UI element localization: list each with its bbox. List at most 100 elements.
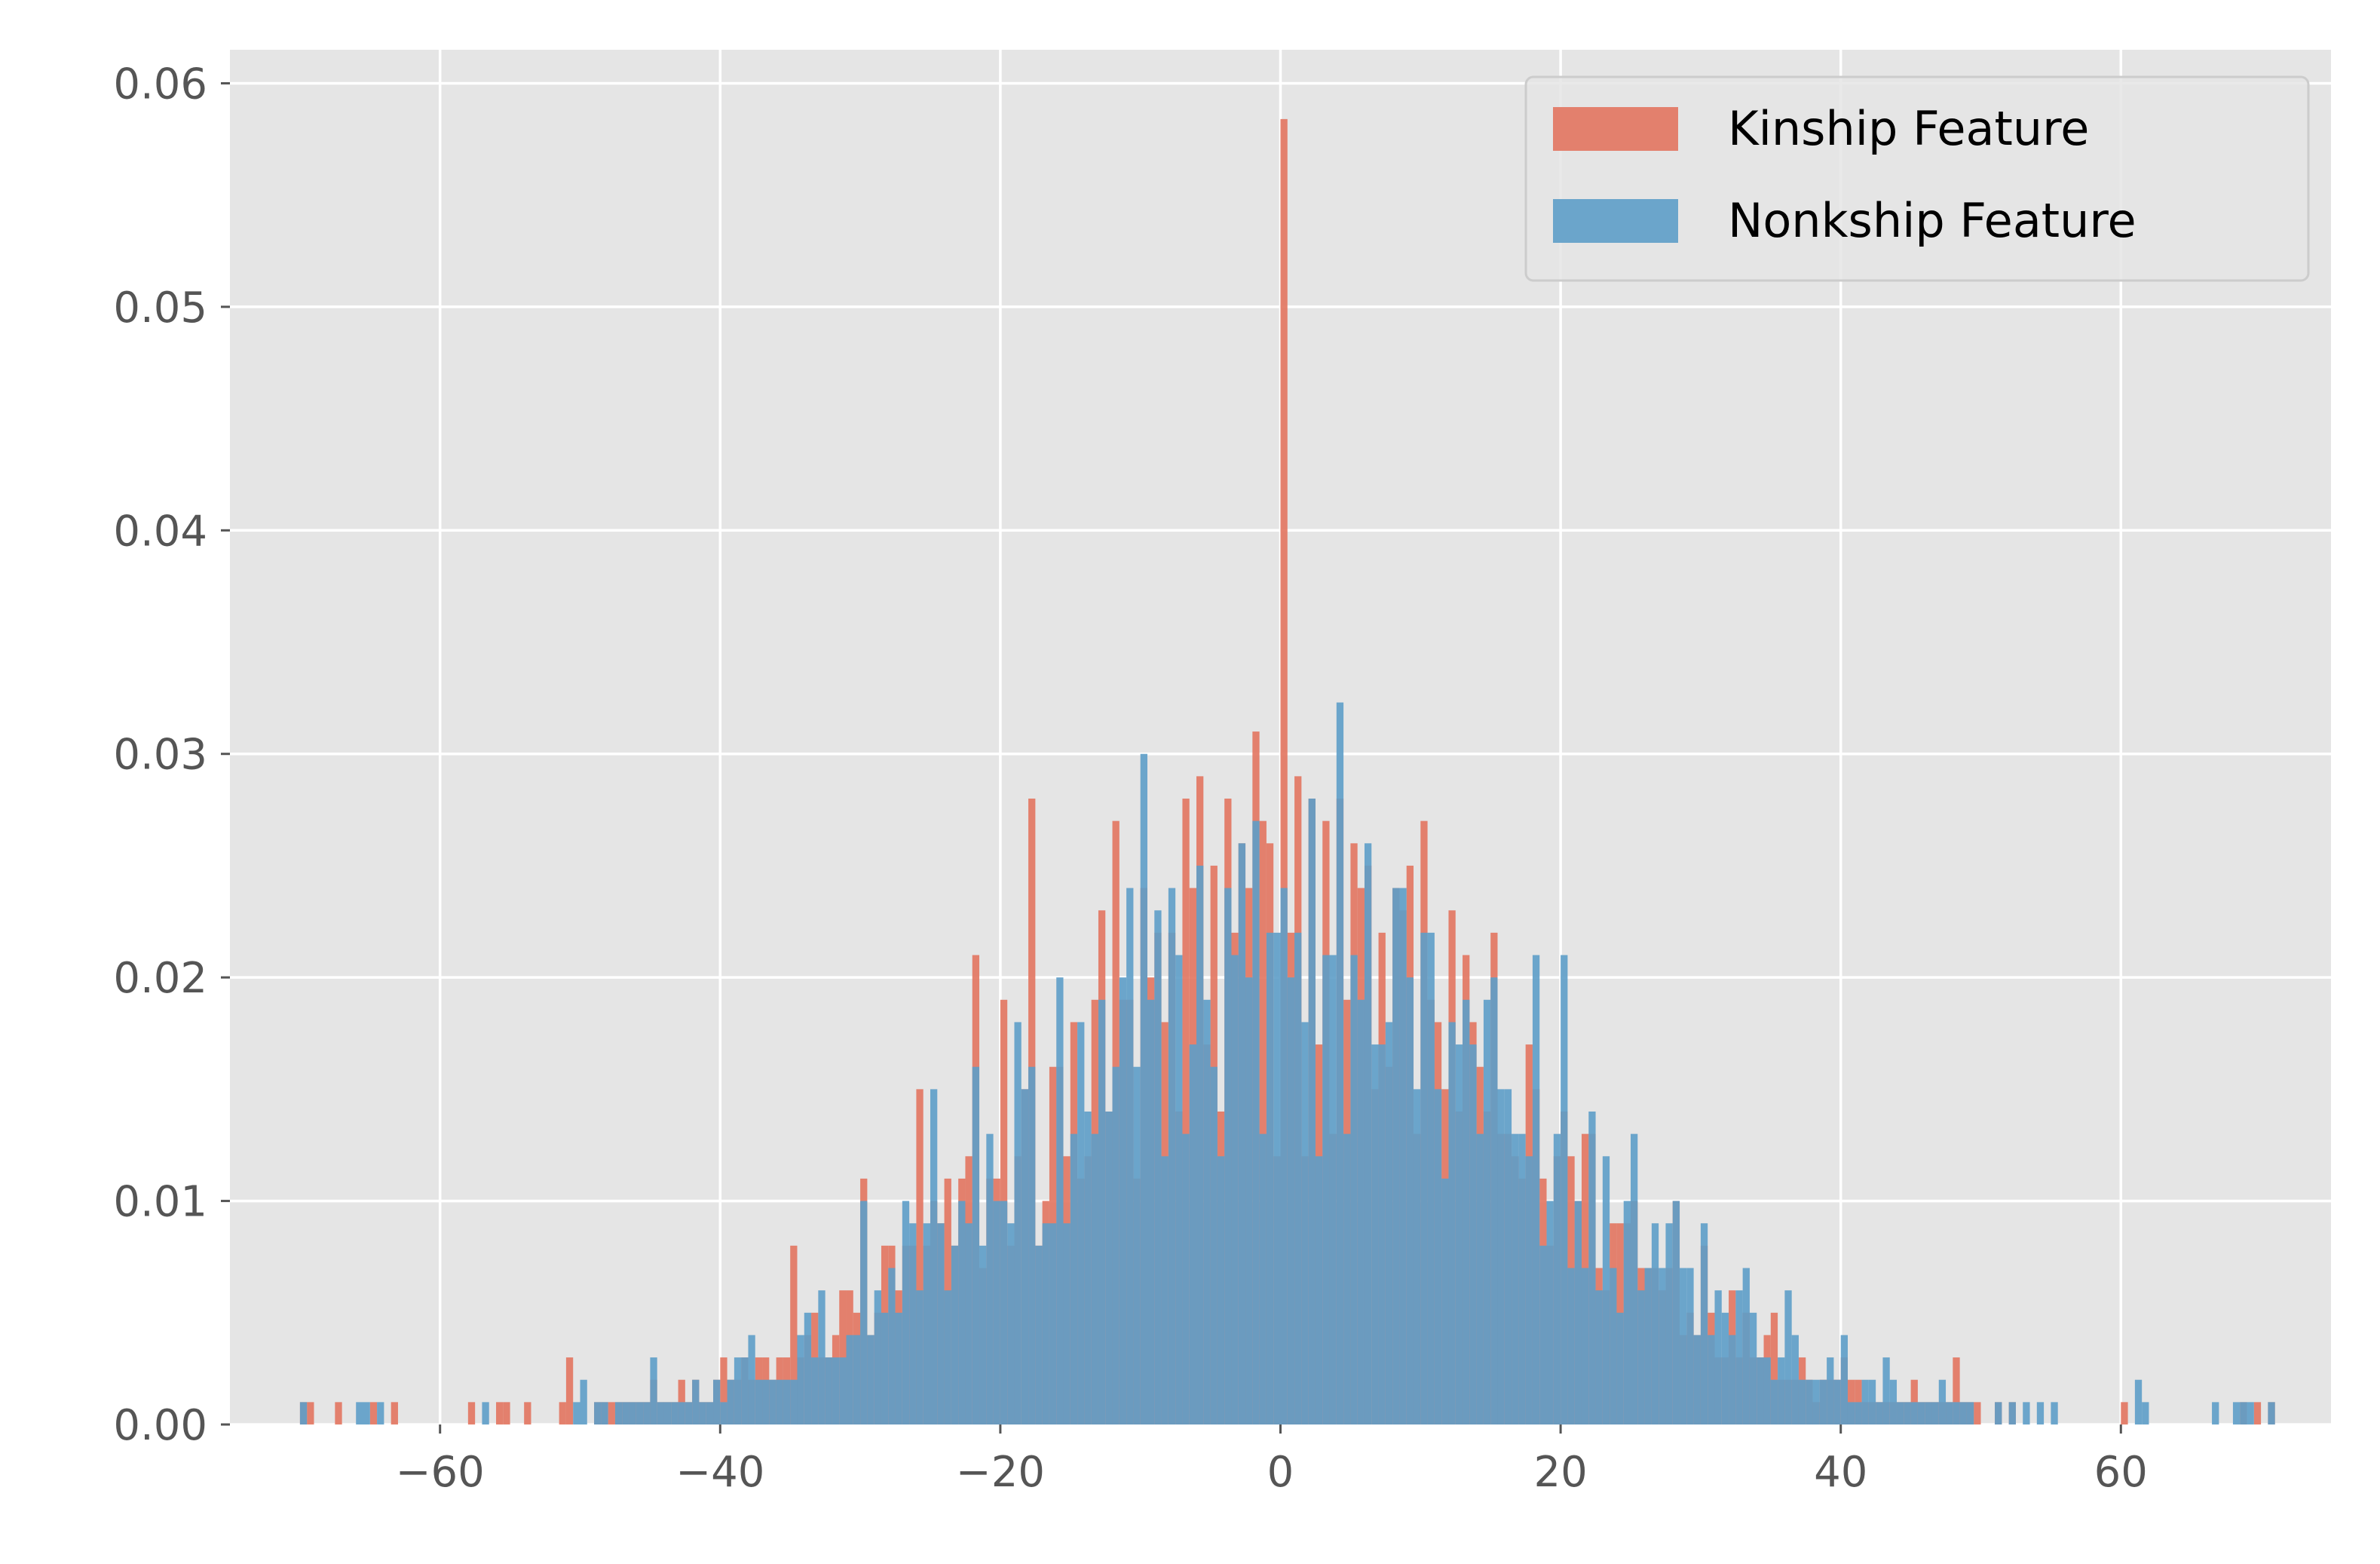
histogram-bar [559,1402,566,1424]
histogram-bar [1497,1089,1505,1424]
histogram-bar [1770,1379,1778,1424]
histogram-bar [1708,1335,1715,1424]
histogram-bar [1350,955,1358,1424]
histogram-bar [1876,1402,1883,1424]
y-tick-label: 0.01 [113,1178,207,1227]
histogram-bar [1644,1268,1652,1424]
x-tick-label: −60 [396,1448,485,1497]
histogram-bar [734,1357,742,1424]
histogram-bar [2240,1402,2247,1424]
histogram-bar [2142,1402,2149,1424]
histogram-bar [467,1402,476,1424]
histogram-bar [1385,1022,1393,1424]
histogram-bar [1974,1402,1981,1424]
histogram-bar [713,1379,721,1424]
histogram-bar [1224,888,1232,1424]
histogram-bar [1427,932,1435,1424]
histogram-bar [657,1402,664,1424]
histogram-bar [1441,1178,1449,1424]
histogram-bar [2121,1402,2128,1424]
histogram-bar [811,1357,819,1424]
histogram-bar [1889,1379,1898,1424]
histogram-bar [356,1402,363,1424]
histogram-bar [965,1223,973,1424]
histogram-bar [825,1357,832,1424]
histogram-bar [867,1335,875,1424]
histogram-bar [692,1379,700,1424]
histogram-bar [1196,865,1204,1424]
y-tick-label: 0.00 [113,1401,207,1450]
histogram-bar [888,1268,896,1424]
y-tick-label: 0.04 [113,507,207,556]
histogram-bar [832,1357,840,1424]
y-tick-label: 0.05 [113,284,207,333]
histogram-bar [930,1089,938,1424]
histogram-bar [2023,1402,2030,1424]
histogram-bar [1938,1379,1947,1424]
histogram-bar [1631,1133,1638,1424]
histogram-bar [307,1402,314,1424]
histogram-bar [2232,1402,2241,1424]
histogram-bar [503,1402,510,1424]
histogram-bar [1112,1066,1120,1424]
x-tick-label: −20 [956,1448,1045,1497]
axes: −60 −40 −20 0 20 40 60 0.00 0.01 0.02 0.03 0.04 0.05… [113,60,2148,1497]
histogram-bar [1693,1335,1701,1424]
histogram-bar [1686,1268,1694,1424]
histogram-bar [496,1402,504,1424]
histogram-bar [1714,1290,1722,1424]
y-tick-label: 0.03 [113,731,207,780]
histogram-bar [1770,1312,1778,1424]
histogram-bar [804,1312,812,1424]
histogram-bar [614,1402,623,1424]
histogram-bar [663,1402,672,1424]
legend-swatch [1553,199,1678,243]
histogram-bar [1637,1290,1645,1424]
histogram-bar [1490,977,1498,1424]
histogram-bar [1189,1044,1197,1424]
histogram-bar [1778,1357,1785,1424]
histogram-bar [1315,1156,1323,1424]
histogram-bar [1329,955,1337,1424]
histogram-bar [1784,1290,1792,1424]
histogram-bar [706,1402,714,1424]
legend-box [1524,75,2310,282]
histogram-bar [1210,1066,1218,1424]
histogram-bar [1855,1402,1862,1424]
histogram-bar [818,1290,825,1424]
histogram-bar [1343,1133,1351,1424]
histogram-bar [1371,1044,1379,1424]
histogram-bar [1322,955,1330,1424]
histogram-bar [2036,1402,2045,1424]
histogram-bar [699,1402,706,1424]
histogram-bar [790,1379,798,1424]
x-tick-label: 0 [1267,1448,1294,1497]
histogram-bar [1798,1379,1806,1424]
legend-swatch [1553,107,1678,151]
histogram-bar [1140,753,1147,1424]
histogram-bar [1721,1312,1729,1424]
legend-label: Kinship Feature [1728,101,2089,156]
histogram-bar [1168,888,1176,1424]
histogram-bar [1546,1201,1554,1424]
histogram-bar [1659,1268,1666,1424]
histogram-bar [1946,1402,1953,1424]
histogram-bar [1056,977,1064,1424]
histogram-bar [1729,1335,1736,1424]
histogram-bar [783,1379,791,1424]
histogram-bar [1868,1379,1876,1424]
histogram-bar [790,1245,798,1424]
histogram-bar [1595,1290,1603,1424]
histogram-bar [1882,1357,1890,1424]
x-tick-label: 40 [1814,1448,1867,1497]
histogram-bar [1357,999,1365,1424]
histogram-bar [741,1357,749,1424]
histogram-bar [671,1402,678,1424]
histogram-bar [755,1379,763,1424]
histogram-bar [1294,932,1302,1424]
histogram-bar [1763,1357,1771,1424]
histogram-bar [1518,1133,1526,1424]
histogram-bar [1463,999,1470,1424]
histogram-bar [895,1312,902,1424]
histogram-bar [1434,1089,1442,1424]
